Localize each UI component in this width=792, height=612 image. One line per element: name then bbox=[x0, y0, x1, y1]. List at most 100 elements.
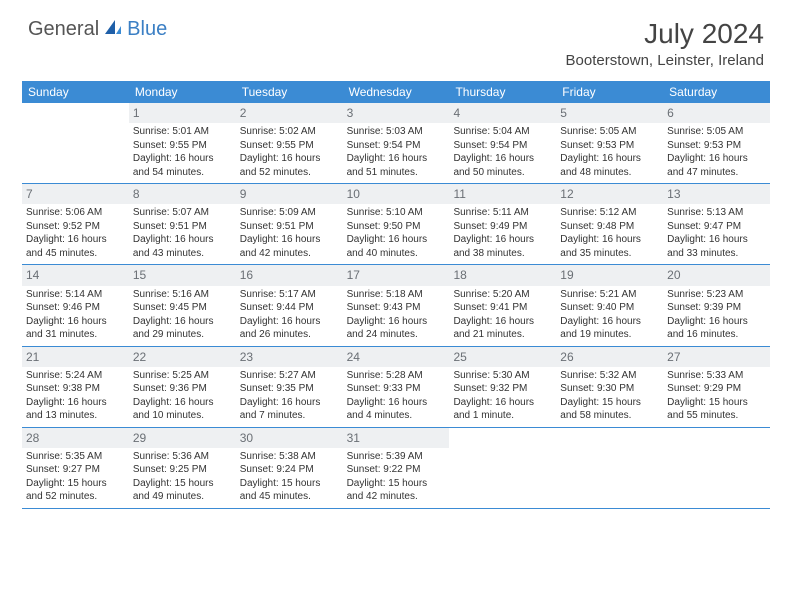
day-body: Sunrise: 5:17 AMSunset: 9:44 PMDaylight:… bbox=[236, 286, 343, 346]
daylight-text: Daylight: 16 hours and 16 minutes. bbox=[667, 315, 766, 342]
day-body: Sunrise: 5:05 AMSunset: 9:53 PMDaylight:… bbox=[663, 123, 770, 183]
logo: General Blue bbox=[28, 18, 167, 41]
sunset-text: Sunset: 9:49 PM bbox=[453, 220, 552, 234]
sunrise-text: Sunrise: 5:17 AM bbox=[240, 288, 339, 302]
day-number: 31 bbox=[343, 428, 450, 448]
sunrise-text: Sunrise: 5:30 AM bbox=[453, 369, 552, 383]
sunset-text: Sunset: 9:32 PM bbox=[453, 382, 552, 396]
sunrise-text: Sunrise: 5:24 AM bbox=[26, 369, 125, 383]
sunrise-text: Sunrise: 5:13 AM bbox=[667, 206, 766, 220]
day-cell: 17Sunrise: 5:18 AMSunset: 9:43 PMDayligh… bbox=[343, 265, 450, 345]
day-cell: 15Sunrise: 5:16 AMSunset: 9:45 PMDayligh… bbox=[129, 265, 236, 345]
daylight-text: Daylight: 15 hours and 42 minutes. bbox=[347, 477, 446, 504]
day-body: Sunrise: 5:09 AMSunset: 9:51 PMDaylight:… bbox=[236, 204, 343, 264]
day-cell: . bbox=[22, 103, 129, 183]
day-number: 7 bbox=[22, 184, 129, 204]
sunset-text: Sunset: 9:47 PM bbox=[667, 220, 766, 234]
day-number: 1 bbox=[129, 103, 236, 123]
sunrise-text: Sunrise: 5:16 AM bbox=[133, 288, 232, 302]
sail-icon bbox=[103, 18, 123, 41]
day-body: Sunrise: 5:18 AMSunset: 9:43 PMDaylight:… bbox=[343, 286, 450, 346]
sunset-text: Sunset: 9:29 PM bbox=[667, 382, 766, 396]
day-number: 27 bbox=[663, 347, 770, 367]
sunset-text: Sunset: 9:33 PM bbox=[347, 382, 446, 396]
day-number: 14 bbox=[22, 265, 129, 285]
day-body: Sunrise: 5:35 AMSunset: 9:27 PMDaylight:… bbox=[22, 448, 129, 508]
sunset-text: Sunset: 9:24 PM bbox=[240, 463, 339, 477]
sunrise-text: Sunrise: 5:27 AM bbox=[240, 369, 339, 383]
day-cell: 18Sunrise: 5:20 AMSunset: 9:41 PMDayligh… bbox=[449, 265, 556, 345]
header: General Blue July 2024 Booterstown, Lein… bbox=[0, 0, 792, 73]
daylight-text: Daylight: 16 hours and 50 minutes. bbox=[453, 152, 552, 179]
sunset-text: Sunset: 9:51 PM bbox=[133, 220, 232, 234]
day-number: 3 bbox=[343, 103, 450, 123]
daylight-text: Daylight: 15 hours and 58 minutes. bbox=[560, 396, 659, 423]
dow-wednesday: Wednesday bbox=[343, 81, 450, 103]
daylight-text: Daylight: 15 hours and 55 minutes. bbox=[667, 396, 766, 423]
day-number: 28 bbox=[22, 428, 129, 448]
day-cell: 29Sunrise: 5:36 AMSunset: 9:25 PMDayligh… bbox=[129, 428, 236, 508]
day-body: Sunrise: 5:05 AMSunset: 9:53 PMDaylight:… bbox=[556, 123, 663, 183]
day-cell: 13Sunrise: 5:13 AMSunset: 9:47 PMDayligh… bbox=[663, 184, 770, 264]
sunset-text: Sunset: 9:25 PM bbox=[133, 463, 232, 477]
day-number: 5 bbox=[556, 103, 663, 123]
sunrise-text: Sunrise: 5:25 AM bbox=[133, 369, 232, 383]
day-number: 12 bbox=[556, 184, 663, 204]
day-cell: 9Sunrise: 5:09 AMSunset: 9:51 PMDaylight… bbox=[236, 184, 343, 264]
sunset-text: Sunset: 9:40 PM bbox=[560, 301, 659, 315]
sunrise-text: Sunrise: 5:04 AM bbox=[453, 125, 552, 139]
daylight-text: Daylight: 16 hours and 48 minutes. bbox=[560, 152, 659, 179]
day-body: Sunrise: 5:04 AMSunset: 9:54 PMDaylight:… bbox=[449, 123, 556, 183]
day-body: Sunrise: 5:23 AMSunset: 9:39 PMDaylight:… bbox=[663, 286, 770, 346]
daylight-text: Daylight: 16 hours and 42 minutes. bbox=[240, 233, 339, 260]
day-body: Sunrise: 5:10 AMSunset: 9:50 PMDaylight:… bbox=[343, 204, 450, 264]
day-body: Sunrise: 5:03 AMSunset: 9:54 PMDaylight:… bbox=[343, 123, 450, 183]
day-body: Sunrise: 5:20 AMSunset: 9:41 PMDaylight:… bbox=[449, 286, 556, 346]
day-number: 17 bbox=[343, 265, 450, 285]
sunset-text: Sunset: 9:48 PM bbox=[560, 220, 659, 234]
daylight-text: Daylight: 16 hours and 26 minutes. bbox=[240, 315, 339, 342]
day-body: Sunrise: 5:07 AMSunset: 9:51 PMDaylight:… bbox=[129, 204, 236, 264]
day-body: Sunrise: 5:14 AMSunset: 9:46 PMDaylight:… bbox=[22, 286, 129, 346]
sunrise-text: Sunrise: 5:01 AM bbox=[133, 125, 232, 139]
daylight-text: Daylight: 15 hours and 49 minutes. bbox=[133, 477, 232, 504]
day-number: 26 bbox=[556, 347, 663, 367]
week-row: .1Sunrise: 5:01 AMSunset: 9:55 PMDayligh… bbox=[22, 103, 770, 184]
day-cell: 2Sunrise: 5:02 AMSunset: 9:55 PMDaylight… bbox=[236, 103, 343, 183]
daylight-text: Daylight: 15 hours and 45 minutes. bbox=[240, 477, 339, 504]
day-cell: . bbox=[663, 428, 770, 508]
dow-friday: Friday bbox=[556, 81, 663, 103]
sunset-text: Sunset: 9:53 PM bbox=[560, 139, 659, 153]
day-number: 6 bbox=[663, 103, 770, 123]
location-text: Booterstown, Leinster, Ireland bbox=[566, 52, 764, 69]
day-cell: 27Sunrise: 5:33 AMSunset: 9:29 PMDayligh… bbox=[663, 347, 770, 427]
sunrise-text: Sunrise: 5:05 AM bbox=[560, 125, 659, 139]
day-number: 8 bbox=[129, 184, 236, 204]
day-cell: 7Sunrise: 5:06 AMSunset: 9:52 PMDaylight… bbox=[22, 184, 129, 264]
day-body: Sunrise: 5:39 AMSunset: 9:22 PMDaylight:… bbox=[343, 448, 450, 508]
week-row: 28Sunrise: 5:35 AMSunset: 9:27 PMDayligh… bbox=[22, 428, 770, 509]
sunset-text: Sunset: 9:44 PM bbox=[240, 301, 339, 315]
daylight-text: Daylight: 16 hours and 7 minutes. bbox=[240, 396, 339, 423]
day-body: Sunrise: 5:25 AMSunset: 9:36 PMDaylight:… bbox=[129, 367, 236, 427]
day-number: 23 bbox=[236, 347, 343, 367]
sunrise-text: Sunrise: 5:11 AM bbox=[453, 206, 552, 220]
day-number: 30 bbox=[236, 428, 343, 448]
day-cell: 22Sunrise: 5:25 AMSunset: 9:36 PMDayligh… bbox=[129, 347, 236, 427]
day-number: 11 bbox=[449, 184, 556, 204]
day-cell: 16Sunrise: 5:17 AMSunset: 9:44 PMDayligh… bbox=[236, 265, 343, 345]
daylight-text: Daylight: 16 hours and 45 minutes. bbox=[26, 233, 125, 260]
day-body: Sunrise: 5:13 AMSunset: 9:47 PMDaylight:… bbox=[663, 204, 770, 264]
day-cell: 28Sunrise: 5:35 AMSunset: 9:27 PMDayligh… bbox=[22, 428, 129, 508]
sunrise-text: Sunrise: 5:28 AM bbox=[347, 369, 446, 383]
daylight-text: Daylight: 16 hours and 51 minutes. bbox=[347, 152, 446, 179]
sunset-text: Sunset: 9:41 PM bbox=[453, 301, 552, 315]
day-number: 2 bbox=[236, 103, 343, 123]
sunrise-text: Sunrise: 5:38 AM bbox=[240, 450, 339, 464]
sunrise-text: Sunrise: 5:20 AM bbox=[453, 288, 552, 302]
week-row: 7Sunrise: 5:06 AMSunset: 9:52 PMDaylight… bbox=[22, 184, 770, 265]
day-cell: 31Sunrise: 5:39 AMSunset: 9:22 PMDayligh… bbox=[343, 428, 450, 508]
day-cell: 23Sunrise: 5:27 AMSunset: 9:35 PMDayligh… bbox=[236, 347, 343, 427]
sunset-text: Sunset: 9:54 PM bbox=[453, 139, 552, 153]
day-body: Sunrise: 5:21 AMSunset: 9:40 PMDaylight:… bbox=[556, 286, 663, 346]
